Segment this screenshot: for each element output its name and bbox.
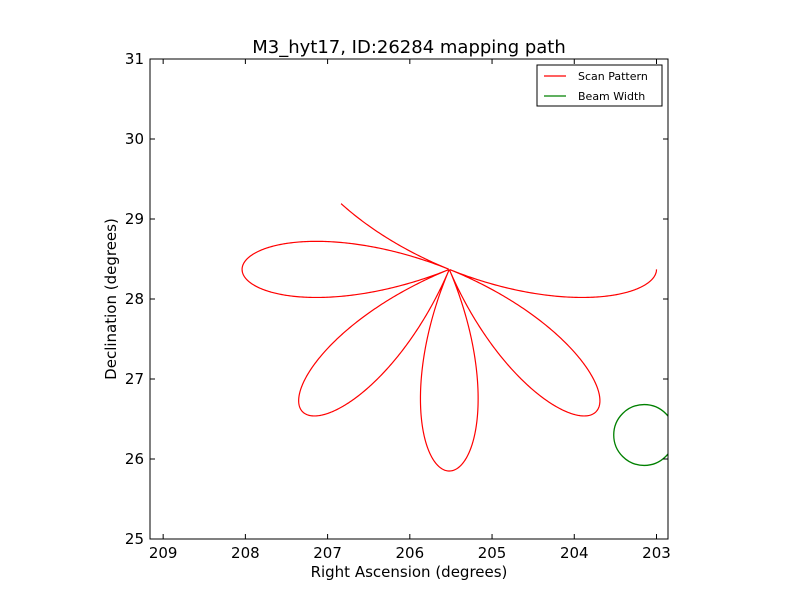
y-tick-label: 29 — [125, 210, 144, 228]
x-axis-label: Right Ascension (degrees) — [311, 563, 508, 581]
beam-width-circle — [613, 403, 668, 467]
legend-label-scan-pattern: Scan Pattern — [578, 70, 648, 83]
x-tick-label: 208 — [231, 544, 260, 562]
y-axis-ticks: 25 26 27 28 29 30 31 — [125, 50, 668, 548]
x-tick-label: 206 — [396, 544, 425, 562]
y-tick-label: 28 — [125, 290, 144, 308]
legend-label-beam-width: Beam Width — [578, 90, 645, 103]
y-tick-label: 30 — [125, 130, 144, 148]
x-tick-label: 209 — [149, 544, 178, 562]
legend-box — [536, 64, 663, 107]
y-tick-label: 27 — [125, 370, 144, 388]
plot-area — [241, 203, 668, 472]
y-tick-label: 26 — [125, 450, 144, 468]
x-tick-label: 207 — [313, 544, 342, 562]
x-tick-label: 204 — [560, 544, 589, 562]
x-tick-label: 203 — [642, 544, 671, 562]
x-axis-ticks: 209 208 207 206 205 204 203 — [149, 59, 671, 562]
y-axis-label: Declination (degrees) — [102, 218, 120, 380]
x-tick-label: 205 — [478, 544, 507, 562]
chart-title: M3_hyt17, ID:26284 mapping path — [252, 37, 566, 58]
y-tick-label: 25 — [125, 530, 144, 548]
plot-frame — [149, 58, 669, 540]
legend: Scan Pattern Beam Width — [536, 64, 663, 107]
y-tick-label: 31 — [125, 50, 144, 68]
scan-pattern-line — [241, 203, 658, 472]
